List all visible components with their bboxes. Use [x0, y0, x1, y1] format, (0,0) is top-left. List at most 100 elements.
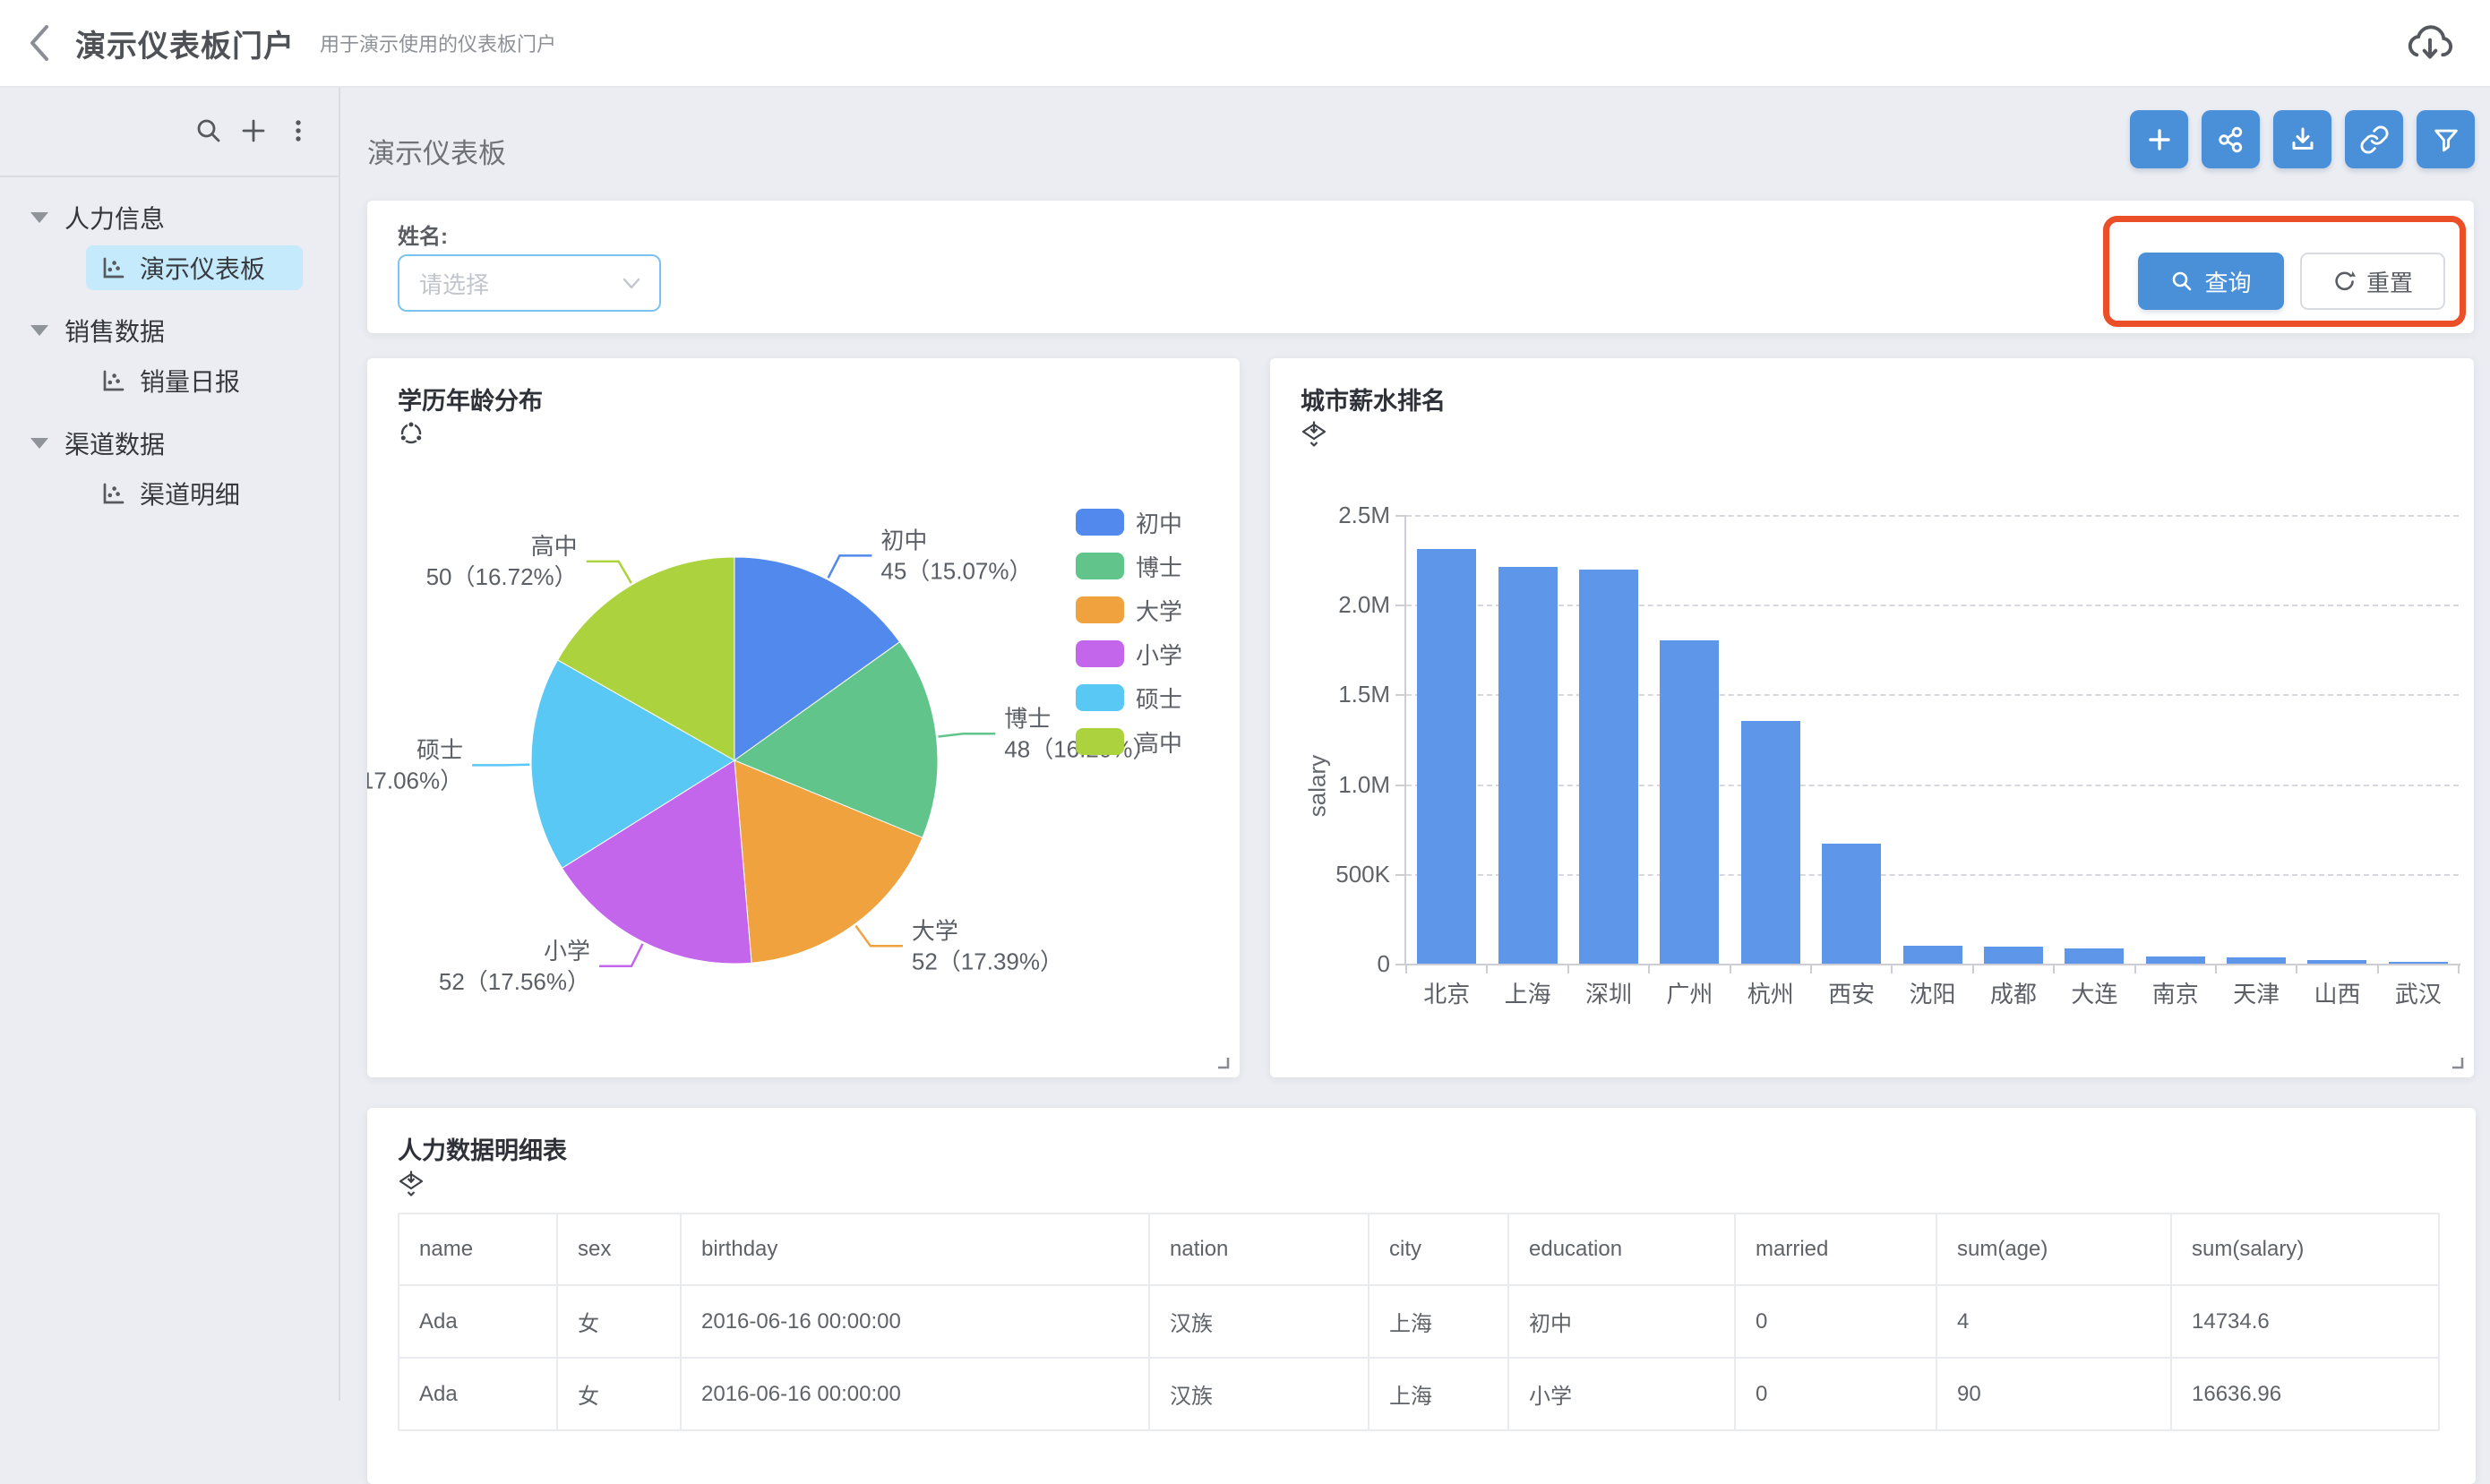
table-header-cell: education: [1507, 1213, 1736, 1286]
y-tick-mark: [1395, 515, 1404, 517]
name-select[interactable]: 请选择: [398, 254, 661, 312]
x-tick-mark: [2376, 965, 2379, 974]
table-row[interactable]: Ada 女 2016-06-16 00:00:00 汉族 上海 小学 0 90 16636.96: [398, 1357, 2440, 1431]
x-axis-label: 大连: [2071, 981, 2118, 1008]
pie-slice[interactable]: [734, 556, 901, 761]
table-cell: 0: [1734, 1284, 1937, 1359]
legend-item[interactable]: 高中: [1076, 728, 1182, 757]
tree-group-label: 人力信息: [64, 205, 166, 233]
tree-group-label: 销售数据: [64, 318, 166, 346]
chart-icon: [103, 257, 124, 279]
bar[interactable]: [1660, 640, 1720, 964]
tree-group[interactable]: 渠道数据: [0, 416, 339, 471]
y-tick-mark: [1395, 694, 1404, 697]
legend-item[interactable]: 硕士: [1076, 684, 1182, 713]
table-cell: 上海: [1368, 1357, 1509, 1431]
query-button[interactable]: 查询: [2138, 253, 2284, 310]
tree-item-label: 演示仪表板: [140, 255, 266, 283]
legend-item[interactable]: 小学: [1076, 640, 1182, 669]
pie-slice[interactable]: [530, 659, 735, 869]
table-header-cell: birthday: [680, 1213, 1150, 1286]
legend-label: 博士: [1136, 553, 1183, 581]
tree-item[interactable]: 演示仪表板: [86, 245, 303, 290]
cloud-download-icon[interactable]: [2404, 22, 2456, 64]
y-axis-tick: 1.5M: [1338, 681, 1390, 708]
pie-slice-name: 博士: [1004, 705, 1051, 732]
bar[interactable]: [1417, 549, 1477, 964]
table-cell: 2016-06-16 00:00:00: [680, 1357, 1150, 1431]
table-header-cell: city: [1368, 1213, 1509, 1286]
linkage-icon[interactable]: [398, 421, 425, 448]
caret-down-icon: [30, 212, 48, 223]
bar[interactable]: [2065, 948, 2125, 964]
tree-group[interactable]: 销售数据: [0, 303, 339, 358]
filter-button[interactable]: [2417, 110, 2475, 168]
legend-item[interactable]: 大学: [1076, 596, 1182, 625]
table-header-cell: sex: [556, 1213, 682, 1286]
tree-item-label: 渠道明细: [140, 481, 241, 509]
bar[interactable]: [1498, 567, 1558, 964]
bar[interactable]: [1983, 947, 2043, 964]
pie-legend: 初中博士大学小学硕士高中: [1076, 509, 1182, 757]
resize-handle-icon[interactable]: [2451, 1056, 2465, 1070]
table-cell: 女: [556, 1284, 682, 1359]
bar[interactable]: [2388, 962, 2448, 964]
legend-swatch: [1076, 640, 1124, 667]
y-axis-tick: 0: [1377, 950, 1390, 977]
pie-slice[interactable]: [733, 641, 939, 838]
x-tick-mark: [1971, 965, 1974, 974]
link-button[interactable]: [2345, 110, 2403, 168]
x-tick-mark: [1486, 965, 1489, 974]
bar[interactable]: [1578, 570, 1638, 964]
table-cell: 汉族: [1148, 1284, 1370, 1359]
bar[interactable]: [1740, 721, 1800, 964]
table-card: 人力数据明细表 name sex birthday nation city educati…: [367, 1108, 2476, 1484]
resize-handle-icon[interactable]: [1216, 1056, 1231, 1070]
reset-button[interactable]: 重置: [2300, 253, 2445, 310]
bar[interactable]: [1822, 844, 1882, 964]
table-header-cell: nation: [1148, 1213, 1370, 1286]
pie-slice[interactable]: [734, 759, 923, 964]
table-cell: 2016-06-16 00:00:00: [680, 1284, 1150, 1359]
drill-icon[interactable]: [1301, 421, 1327, 448]
y-axis-tick: 2.0M: [1338, 591, 1390, 619]
add-panel-button[interactable]: [2130, 110, 2188, 168]
legend-swatch: [1076, 684, 1124, 711]
bar-series: [1406, 515, 2459, 964]
more-icon[interactable]: [283, 116, 313, 146]
share-button[interactable]: [2202, 110, 2260, 168]
tree-item[interactable]: 渠道明细: [86, 471, 303, 516]
x-tick-mark: [2214, 965, 2217, 974]
link-icon: [2360, 125, 2388, 153]
download-icon: [2292, 127, 2313, 150]
tree-item-label: 销量日报: [140, 368, 241, 396]
x-axis-label: 北京: [1423, 981, 1471, 1008]
table-row[interactable]: Ada 女 2016-06-16 00:00:00 汉族 上海 初中 0 4 14734.6: [398, 1284, 2440, 1359]
caret-down-icon: [30, 325, 48, 336]
add-icon[interactable]: [238, 116, 269, 146]
pie-slice-name: 大学: [912, 917, 958, 944]
gridline: [1406, 515, 2459, 517]
bar[interactable]: [2145, 956, 2205, 964]
x-tick-mark: [1729, 965, 1731, 974]
legend-label: 大学: [1136, 597, 1183, 625]
search-icon[interactable]: [193, 116, 224, 146]
chart-icon: [103, 483, 124, 504]
drill-icon[interactable]: [398, 1171, 425, 1197]
tree-group[interactable]: 人力信息: [0, 190, 339, 245]
y-tick-mark: [1395, 784, 1404, 786]
legend-item[interactable]: 初中: [1076, 509, 1182, 537]
bar[interactable]: [2227, 957, 2287, 964]
export-button[interactable]: [2273, 110, 2331, 168]
tree-item[interactable]: 销量日报: [86, 358, 303, 403]
pie-slice[interactable]: [561, 759, 752, 965]
pie-slice-value: 51（17.06%）: [367, 767, 463, 793]
bar[interactable]: [1902, 946, 1962, 964]
legend-item[interactable]: 博士: [1076, 553, 1182, 581]
table-header-cell: married: [1734, 1213, 1937, 1286]
bar[interactable]: [2307, 960, 2367, 964]
x-axis-label: 杭州: [1747, 981, 1794, 1008]
pie-slice[interactable]: [556, 556, 735, 761]
back-button[interactable]: [27, 23, 52, 63]
table-header-cell: sum(salary): [2170, 1213, 2440, 1286]
